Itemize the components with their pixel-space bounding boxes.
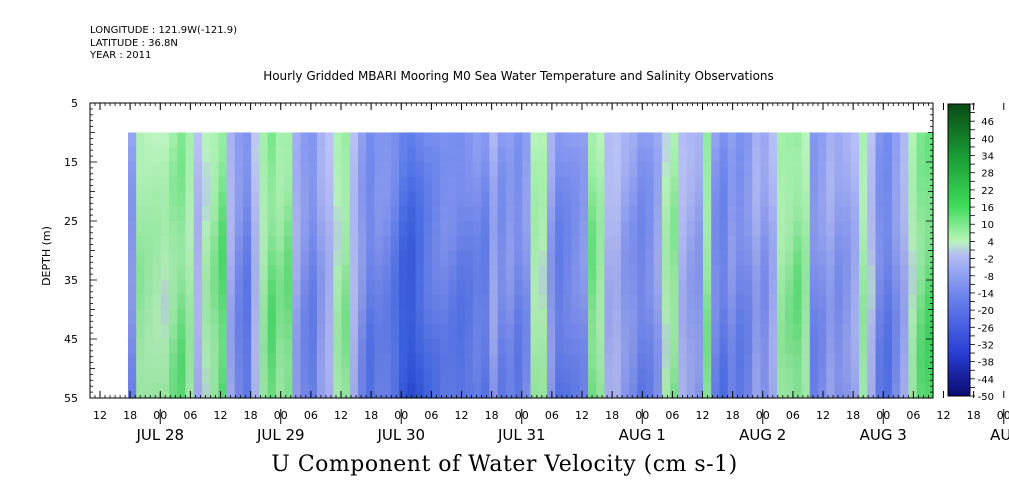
- y-tick-label: 5: [71, 97, 78, 110]
- x-hour-label: 18: [726, 409, 740, 422]
- x-hour-label: 12: [93, 409, 107, 422]
- colorbar-tick-label: -8: [984, 272, 994, 283]
- colorbar-tick-label: -32: [978, 340, 994, 351]
- y-tick-label: 35: [64, 274, 78, 287]
- x-hour-label: 06: [665, 409, 679, 422]
- x-day-label: JUL 29: [256, 426, 305, 444]
- axes-layer: 12 18 00 06 12 18 00 06 12 18 00 06 12 18 00 06 12 18 00 06…: [40, 97, 1009, 444]
- colorbar-tick-label: 10: [981, 220, 994, 231]
- depth-shading: [128, 133, 933, 398]
- x-hour-label: 18: [244, 409, 258, 422]
- colorbar-tick-label: -20: [978, 306, 994, 317]
- x-hour-label: 18: [485, 409, 499, 422]
- x-hour-label: 12: [816, 409, 830, 422]
- x-hour-label: 12: [455, 409, 469, 422]
- x-hour-label: 18: [364, 409, 378, 422]
- x-day-label: AUG 2: [739, 426, 786, 444]
- colorbar-tick-label: -26: [978, 323, 994, 334]
- x-hour-label: 06: [183, 409, 197, 422]
- variable-label: U Component of Water Velocity (cm s-1): [271, 452, 738, 477]
- y-tick-label: 15: [64, 156, 78, 169]
- x-hour-label: 12: [575, 409, 589, 422]
- chart-title: Hourly Gridded MBARI Mooring M0 Sea Wate…: [263, 69, 774, 83]
- latitude-label: LATITUDE : 36.8N: [90, 38, 178, 49]
- colorbar-tick-label: 34: [981, 152, 994, 163]
- x-hour-label: 18: [123, 409, 137, 422]
- x-day-label: AUG 3: [860, 426, 907, 444]
- year-label: YEAR : 2011: [90, 50, 152, 61]
- x-day-label: JUL 30: [376, 426, 425, 444]
- colorbar-tick-label: -14: [978, 289, 994, 300]
- x-hour-label: 12: [214, 409, 228, 422]
- colorbar-tick-label: 4: [988, 237, 994, 248]
- x-hour-label: 12: [696, 409, 710, 422]
- colorbar-tick-label: -38: [978, 358, 994, 369]
- longitude-label: LONGITUDE : 121.9W(-121.9): [90, 25, 237, 36]
- y-tick-label: 25: [64, 215, 78, 228]
- colorbar-tick-label: 22: [981, 186, 994, 197]
- x-hour-label: 18: [846, 409, 860, 422]
- y-axis-label: DEPTH (m): [40, 226, 53, 286]
- x-hour-label: 06: [906, 409, 920, 422]
- colorbar-axis: 46 40 34 28 22 16 10 4 -2 -8 -14 -20 -26 -32 -38 -44 -50: [970, 103, 994, 403]
- colorbar-tick-label: 28: [981, 169, 994, 180]
- x-day-label: AUG 4: [990, 426, 1009, 444]
- x-day-label: AUG 1: [619, 426, 666, 444]
- colorbar: [947, 103, 971, 397]
- x-hour-label: 06: [304, 409, 318, 422]
- x-hour-label: 06: [545, 409, 559, 422]
- x-hour-label: 18: [605, 409, 619, 422]
- x-hour-label: 18: [967, 409, 981, 422]
- x-hour-label: 12: [937, 409, 951, 422]
- y-tick-label: 45: [64, 333, 78, 346]
- colorbar-tick-label: 16: [981, 203, 994, 214]
- x-hour-label: 06: [786, 409, 800, 422]
- x-hour-label: 06: [424, 409, 438, 422]
- colorbar-tick-label: 40: [981, 134, 994, 145]
- colorbar-tick-label: 46: [981, 117, 994, 128]
- colorbar-tick-label: -50: [978, 392, 994, 403]
- x-day-label: JUL 31: [497, 426, 546, 444]
- colorbar-tick-label: -44: [978, 375, 994, 386]
- x-hour-label: 00: [997, 409, 1009, 422]
- y-tick-label: 55: [64, 392, 78, 405]
- x-hour-label: 12: [334, 409, 348, 422]
- x-day-label: JUL 28: [135, 426, 184, 444]
- colorbar-tick-label: -2: [984, 255, 994, 266]
